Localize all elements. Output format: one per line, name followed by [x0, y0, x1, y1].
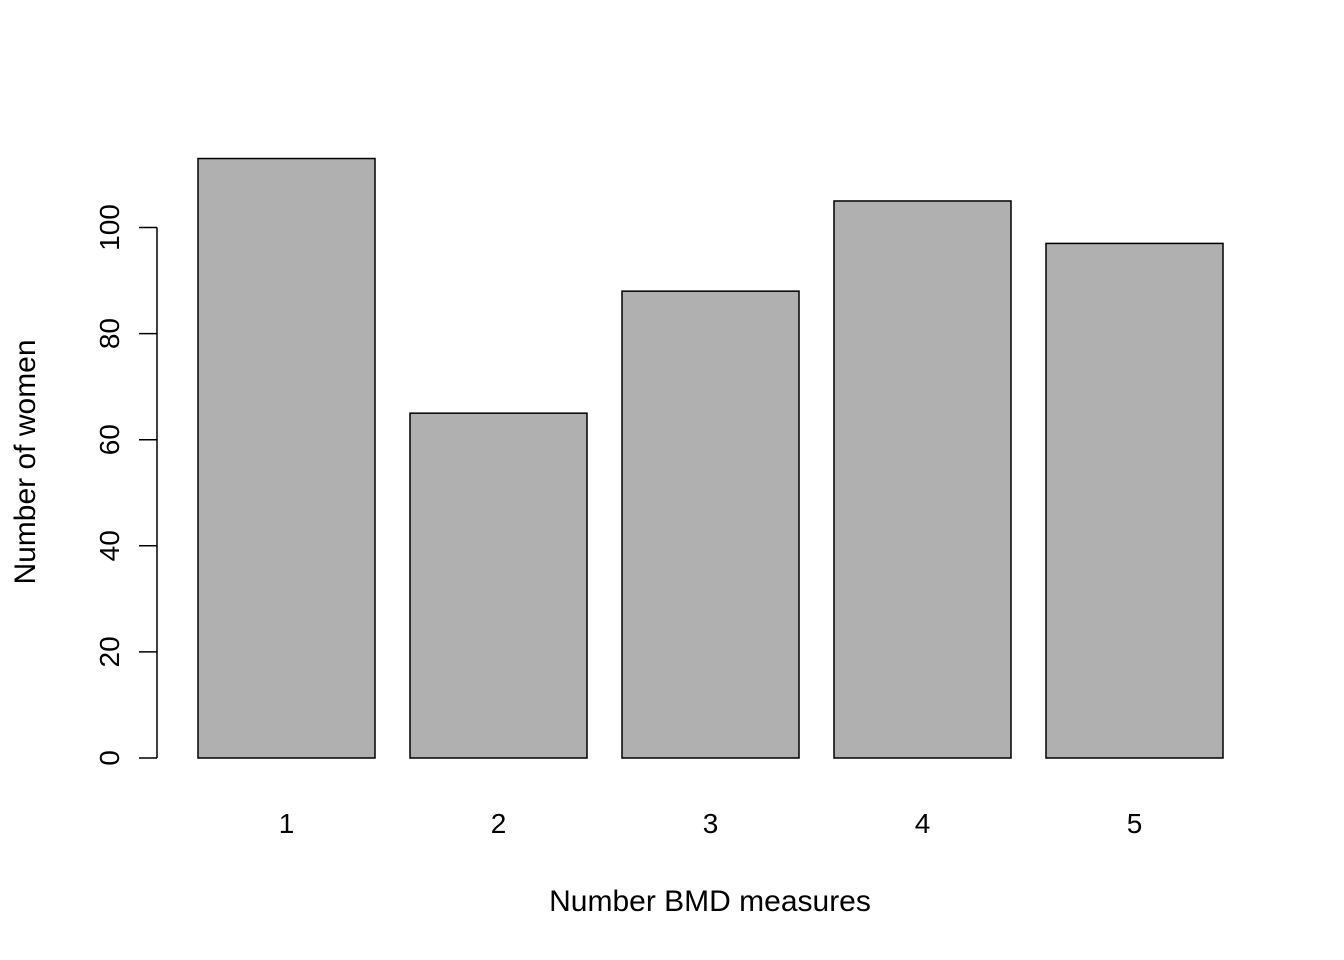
x-category-label: 5	[1127, 808, 1143, 839]
x-category-label: 4	[915, 808, 931, 839]
bar-5	[1045, 242, 1224, 759]
y-tick-label: 80	[94, 318, 125, 349]
x-category-label: 1	[279, 808, 295, 839]
x-category-label: 3	[703, 808, 719, 839]
bar-3	[621, 290, 800, 759]
bar-4	[833, 200, 1012, 759]
y-tick-label: 0	[94, 750, 125, 766]
bar-2	[409, 412, 588, 759]
y-tick-label: 20	[94, 636, 125, 667]
x-axis-labels: 1 2 3 4 5	[279, 808, 1143, 839]
bars	[197, 157, 1224, 759]
y-tick-label: 60	[94, 424, 125, 455]
y-tick-label: 40	[94, 530, 125, 561]
bar-1	[197, 157, 376, 759]
x-category-label: 2	[491, 808, 507, 839]
y-axis-title: Number of women	[9, 339, 42, 584]
y-axis: 0 20 40 60 80 100	[94, 204, 158, 766]
y-tick-label: 100	[94, 204, 125, 251]
x-axis-title: Number BMD measures	[549, 885, 871, 918]
